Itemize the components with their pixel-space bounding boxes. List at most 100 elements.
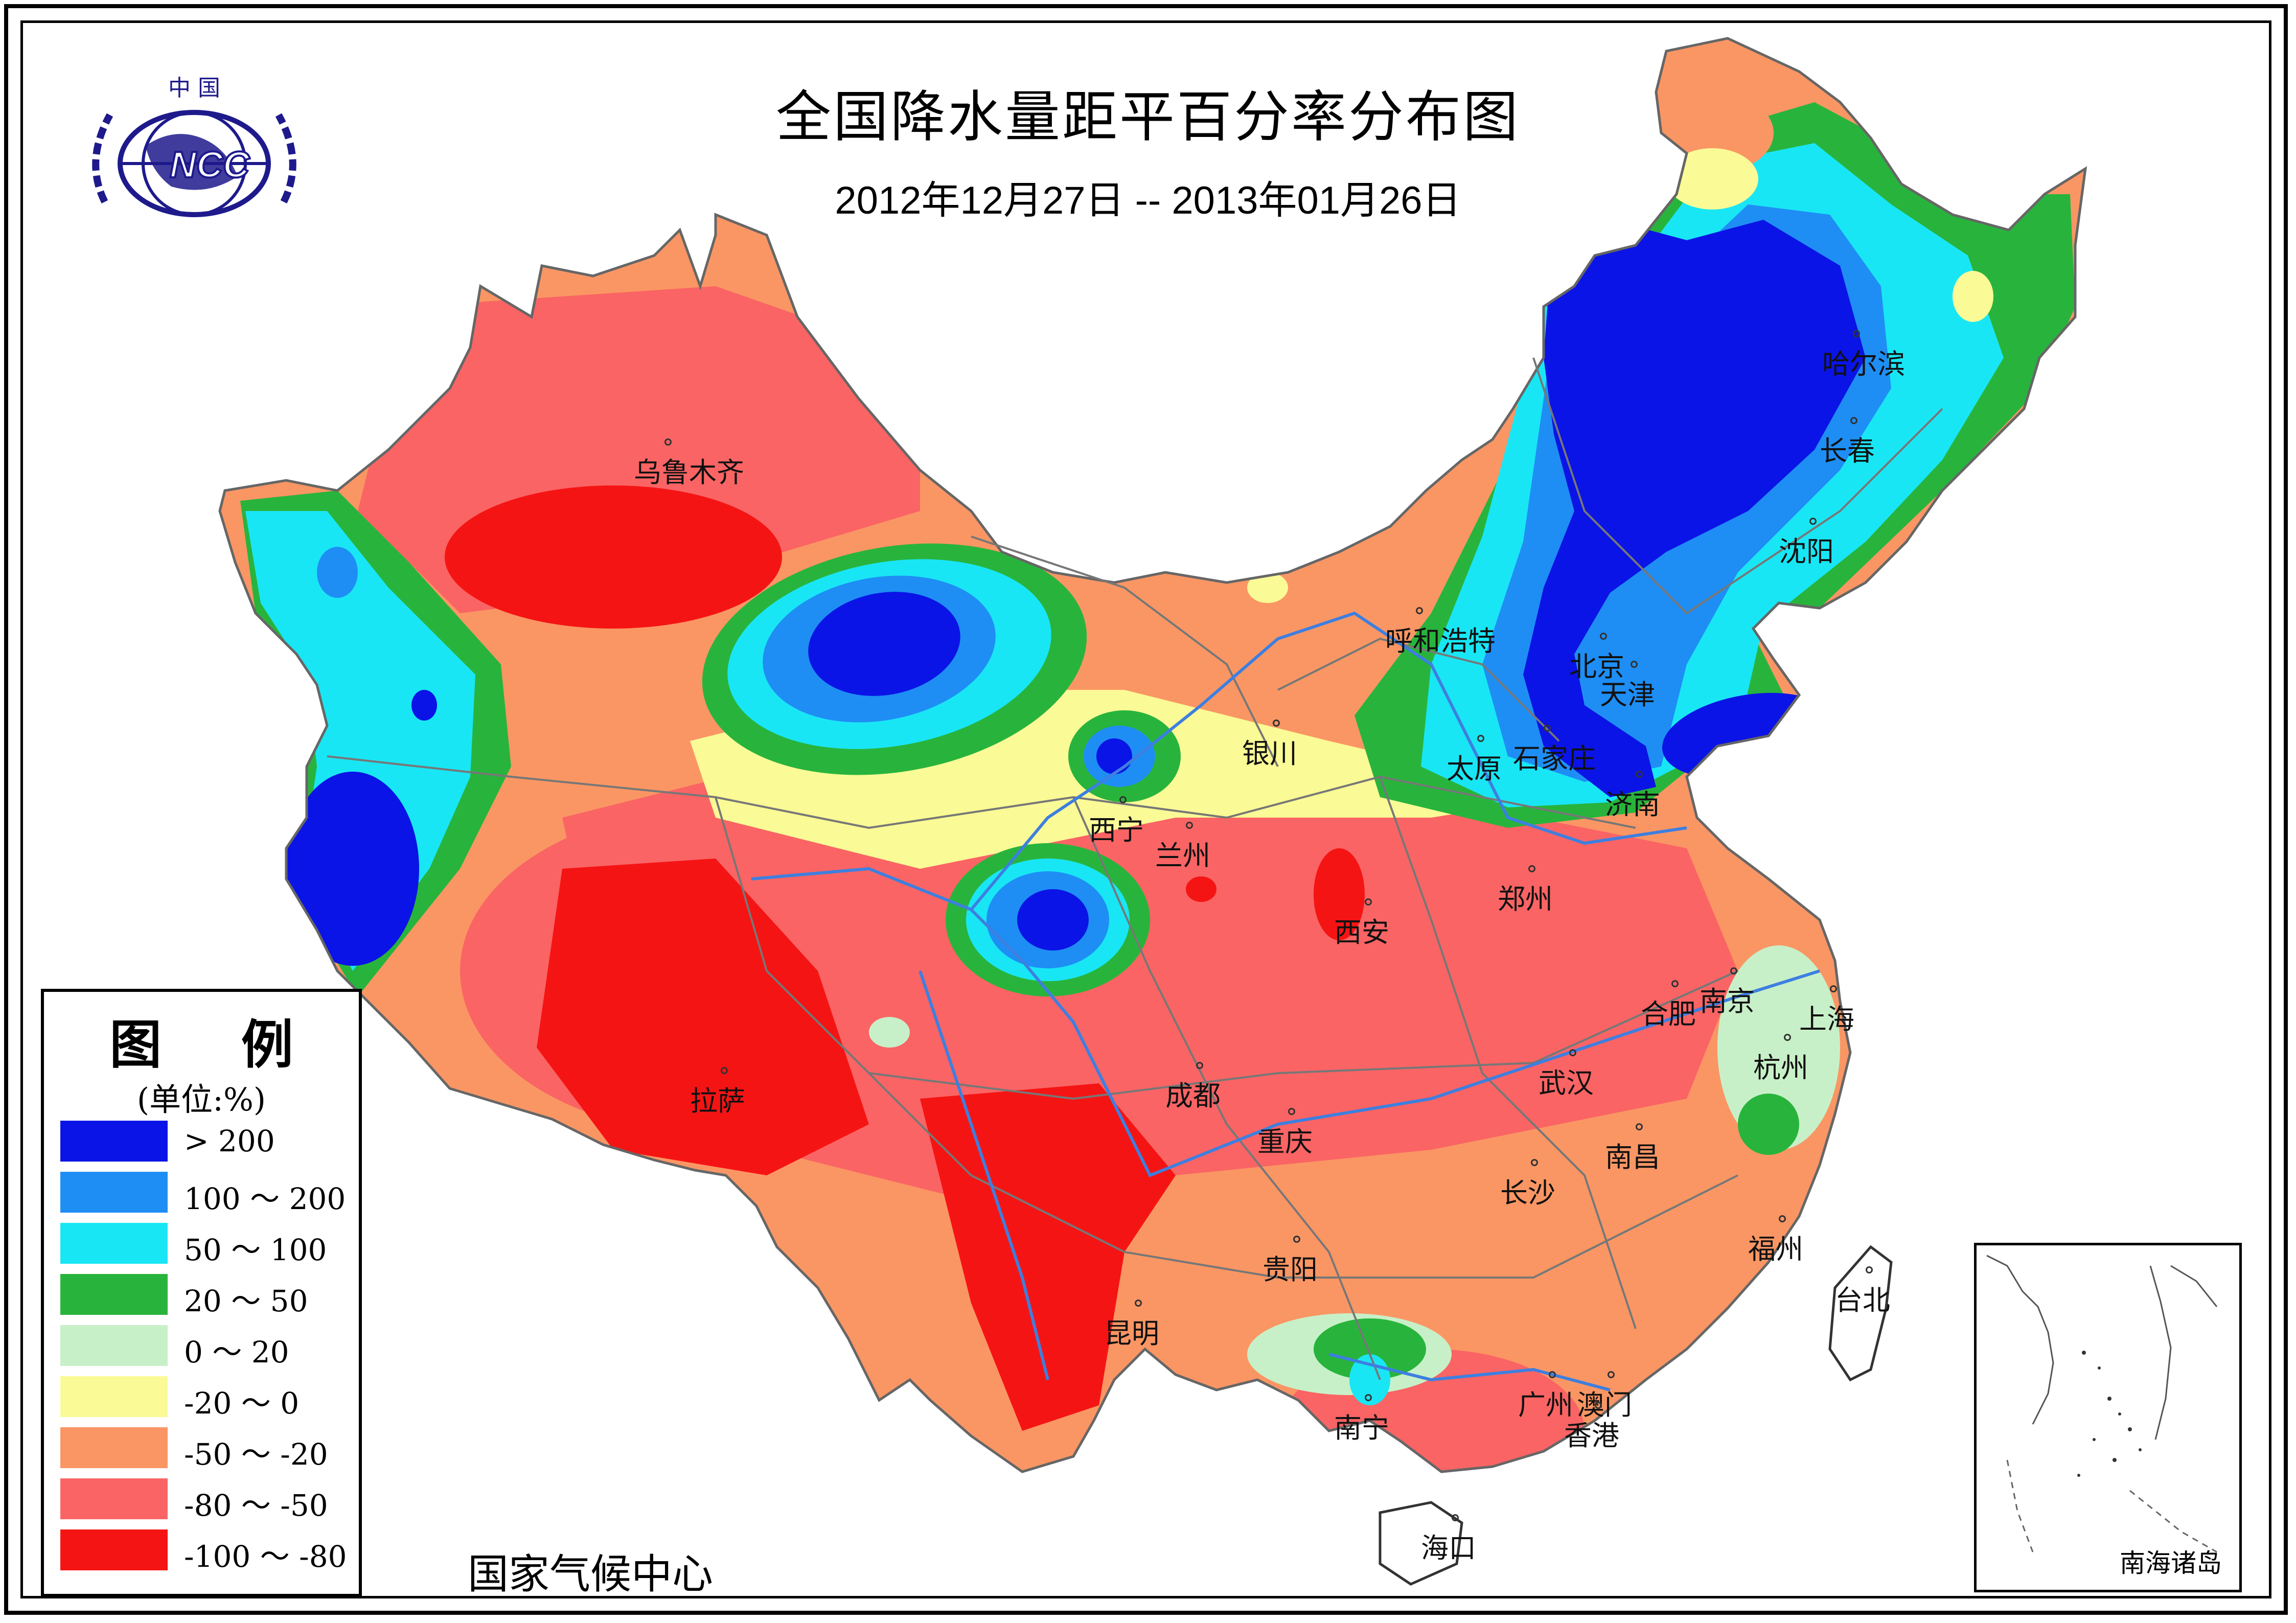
legend-title: 图 例 xyxy=(109,1015,324,1076)
legend-label: -20 ～ 0 xyxy=(184,1386,300,1421)
legend-label: -80 ～ -50 xyxy=(184,1488,328,1523)
city-marker-icon xyxy=(1119,796,1127,803)
city-label: 上海 xyxy=(1799,1003,1854,1035)
fill-inner-mongolia-yellow xyxy=(1247,572,1288,603)
city-label: 乌鲁木齐 xyxy=(634,456,744,489)
city-label: 天津 xyxy=(1600,679,1655,711)
map-title: 全国降水量距平百分率分布图 xyxy=(775,85,1520,149)
city-label: 台北 xyxy=(1835,1284,1890,1316)
city-label: 南昌 xyxy=(1605,1141,1660,1173)
city-marker-icon xyxy=(1830,985,1837,992)
city-label: 西宁 xyxy=(1089,814,1144,846)
legend-swatch xyxy=(60,1121,168,1162)
fill-xinjiang-dot2 xyxy=(411,690,437,721)
city-marker-icon xyxy=(1569,1049,1576,1056)
legend-label: -50 ～ -20 xyxy=(184,1437,328,1472)
logo-badge-text: NCC xyxy=(170,145,250,186)
islands-layer xyxy=(1379,1245,1893,1586)
legend-swatch xyxy=(60,1223,168,1264)
city-marker-icon xyxy=(1671,980,1679,987)
fill-xinjiang-west-blue xyxy=(286,772,419,966)
legend-item: -80 ～ -50 xyxy=(56,1478,358,1523)
city-marker-icon xyxy=(1288,1108,1295,1115)
city-marker-icon xyxy=(1850,417,1857,424)
fill-zhejiang-mid xyxy=(1738,1094,1799,1155)
south-china-sea-inset: 南海诸岛 xyxy=(1974,1243,2242,1592)
city-marker-icon xyxy=(1135,1300,1142,1307)
province-boundaries xyxy=(218,37,2087,1473)
city-marker-icon xyxy=(1779,1215,1786,1222)
city-label: 合肥 xyxy=(1641,998,1696,1030)
city-marker-icon xyxy=(1528,865,1535,872)
ncc-logo: 中 国 NCC xyxy=(92,75,296,217)
river-lines xyxy=(751,611,1820,1392)
taiwan-island xyxy=(1828,1245,1893,1382)
legend: 图 例 (单位:%) > 200 100 ～ 200 50 ～ 100 20 ～ 50… xyxy=(41,989,362,1597)
city-label: 太原 xyxy=(1447,753,1502,785)
city-label: 贵阳 xyxy=(1262,1254,1318,1286)
fill-mohe-yellow xyxy=(1666,148,1758,210)
city-label: 西安 xyxy=(1334,916,1389,948)
fill-tibet-green-dot xyxy=(869,1017,910,1048)
city-marker-icon xyxy=(1273,720,1280,727)
city-label: 银川 xyxy=(1242,737,1297,770)
river xyxy=(1328,1353,1611,1392)
legend-swatch xyxy=(60,1529,168,1570)
outer-frame xyxy=(4,4,2288,1615)
city-marker-icon xyxy=(1595,1402,1602,1409)
fill-gansu-red xyxy=(1186,876,1216,902)
river xyxy=(970,611,1687,911)
province-line xyxy=(715,797,1738,1100)
city-marker-icon xyxy=(1853,330,1860,337)
logo-top-text: 中 国 xyxy=(168,75,220,101)
city-label: 澳门 xyxy=(1577,1389,1632,1421)
city-label: 长春 xyxy=(1820,435,1875,467)
city-label: 长沙 xyxy=(1500,1177,1555,1209)
city-marker-icon xyxy=(1416,607,1423,614)
city-label: 拉萨 xyxy=(690,1085,745,1117)
province-line xyxy=(1072,797,1381,1380)
city-marker-icon xyxy=(1636,771,1643,778)
city-label: 兰州 xyxy=(1155,840,1210,872)
city-marker-icon xyxy=(1477,735,1484,742)
city-label: 杭州 xyxy=(1753,1052,1808,1084)
city-label: 海口 xyxy=(1421,1532,1476,1564)
city-marker-icon xyxy=(1549,1371,1556,1378)
fill-zhejiang-green xyxy=(1717,945,1840,1150)
city-marker-icon xyxy=(1544,725,1551,732)
city-marker-icon xyxy=(1608,1371,1615,1378)
city-label: 重庆 xyxy=(1257,1126,1313,1158)
city-marker-icon xyxy=(1600,633,1607,640)
city-marker-icon xyxy=(1866,1266,1873,1273)
legend-item: -100 ～ -80 xyxy=(56,1529,358,1574)
fill-guangxi-green xyxy=(1314,1318,1426,1380)
city-marker-icon xyxy=(1293,1236,1300,1243)
province-line xyxy=(868,1072,1738,1279)
province-line xyxy=(1532,357,1943,615)
city-label: 济南 xyxy=(1605,789,1660,821)
city-marker-icon xyxy=(1784,1034,1791,1041)
city-marker-icon xyxy=(1186,822,1193,829)
city-marker-icon xyxy=(664,438,672,446)
legend-unit: (单位:%) xyxy=(136,1081,266,1118)
legend-item: > 200 xyxy=(56,1121,358,1162)
city-label: 石家庄 xyxy=(1513,743,1596,775)
fill-xinjiang-red xyxy=(445,485,782,629)
legend-swatch xyxy=(60,1427,168,1468)
legend-label: 20 ～ 50 xyxy=(184,1284,308,1318)
fill-xining-blue xyxy=(1096,738,1132,774)
city-marker-icon xyxy=(1809,518,1817,525)
organization-label: 国家气候中心 xyxy=(468,1550,713,1598)
province-line xyxy=(1379,776,1637,1329)
city-label: 北京 xyxy=(1569,651,1624,683)
inner-frame xyxy=(20,20,2271,1598)
legend-swatch xyxy=(60,1478,168,1519)
legend-label: 0 ～ 20 xyxy=(184,1335,289,1370)
legend-swatch xyxy=(60,1172,168,1213)
inset-label: 南海诸岛 xyxy=(2120,1548,2222,1578)
fill-qinghai-south-blue xyxy=(1017,889,1089,950)
city-label: 广州 xyxy=(1518,1389,1573,1421)
legend-item: 0 ～ 20 xyxy=(56,1325,358,1370)
city-marker-icon xyxy=(1531,1159,1538,1166)
